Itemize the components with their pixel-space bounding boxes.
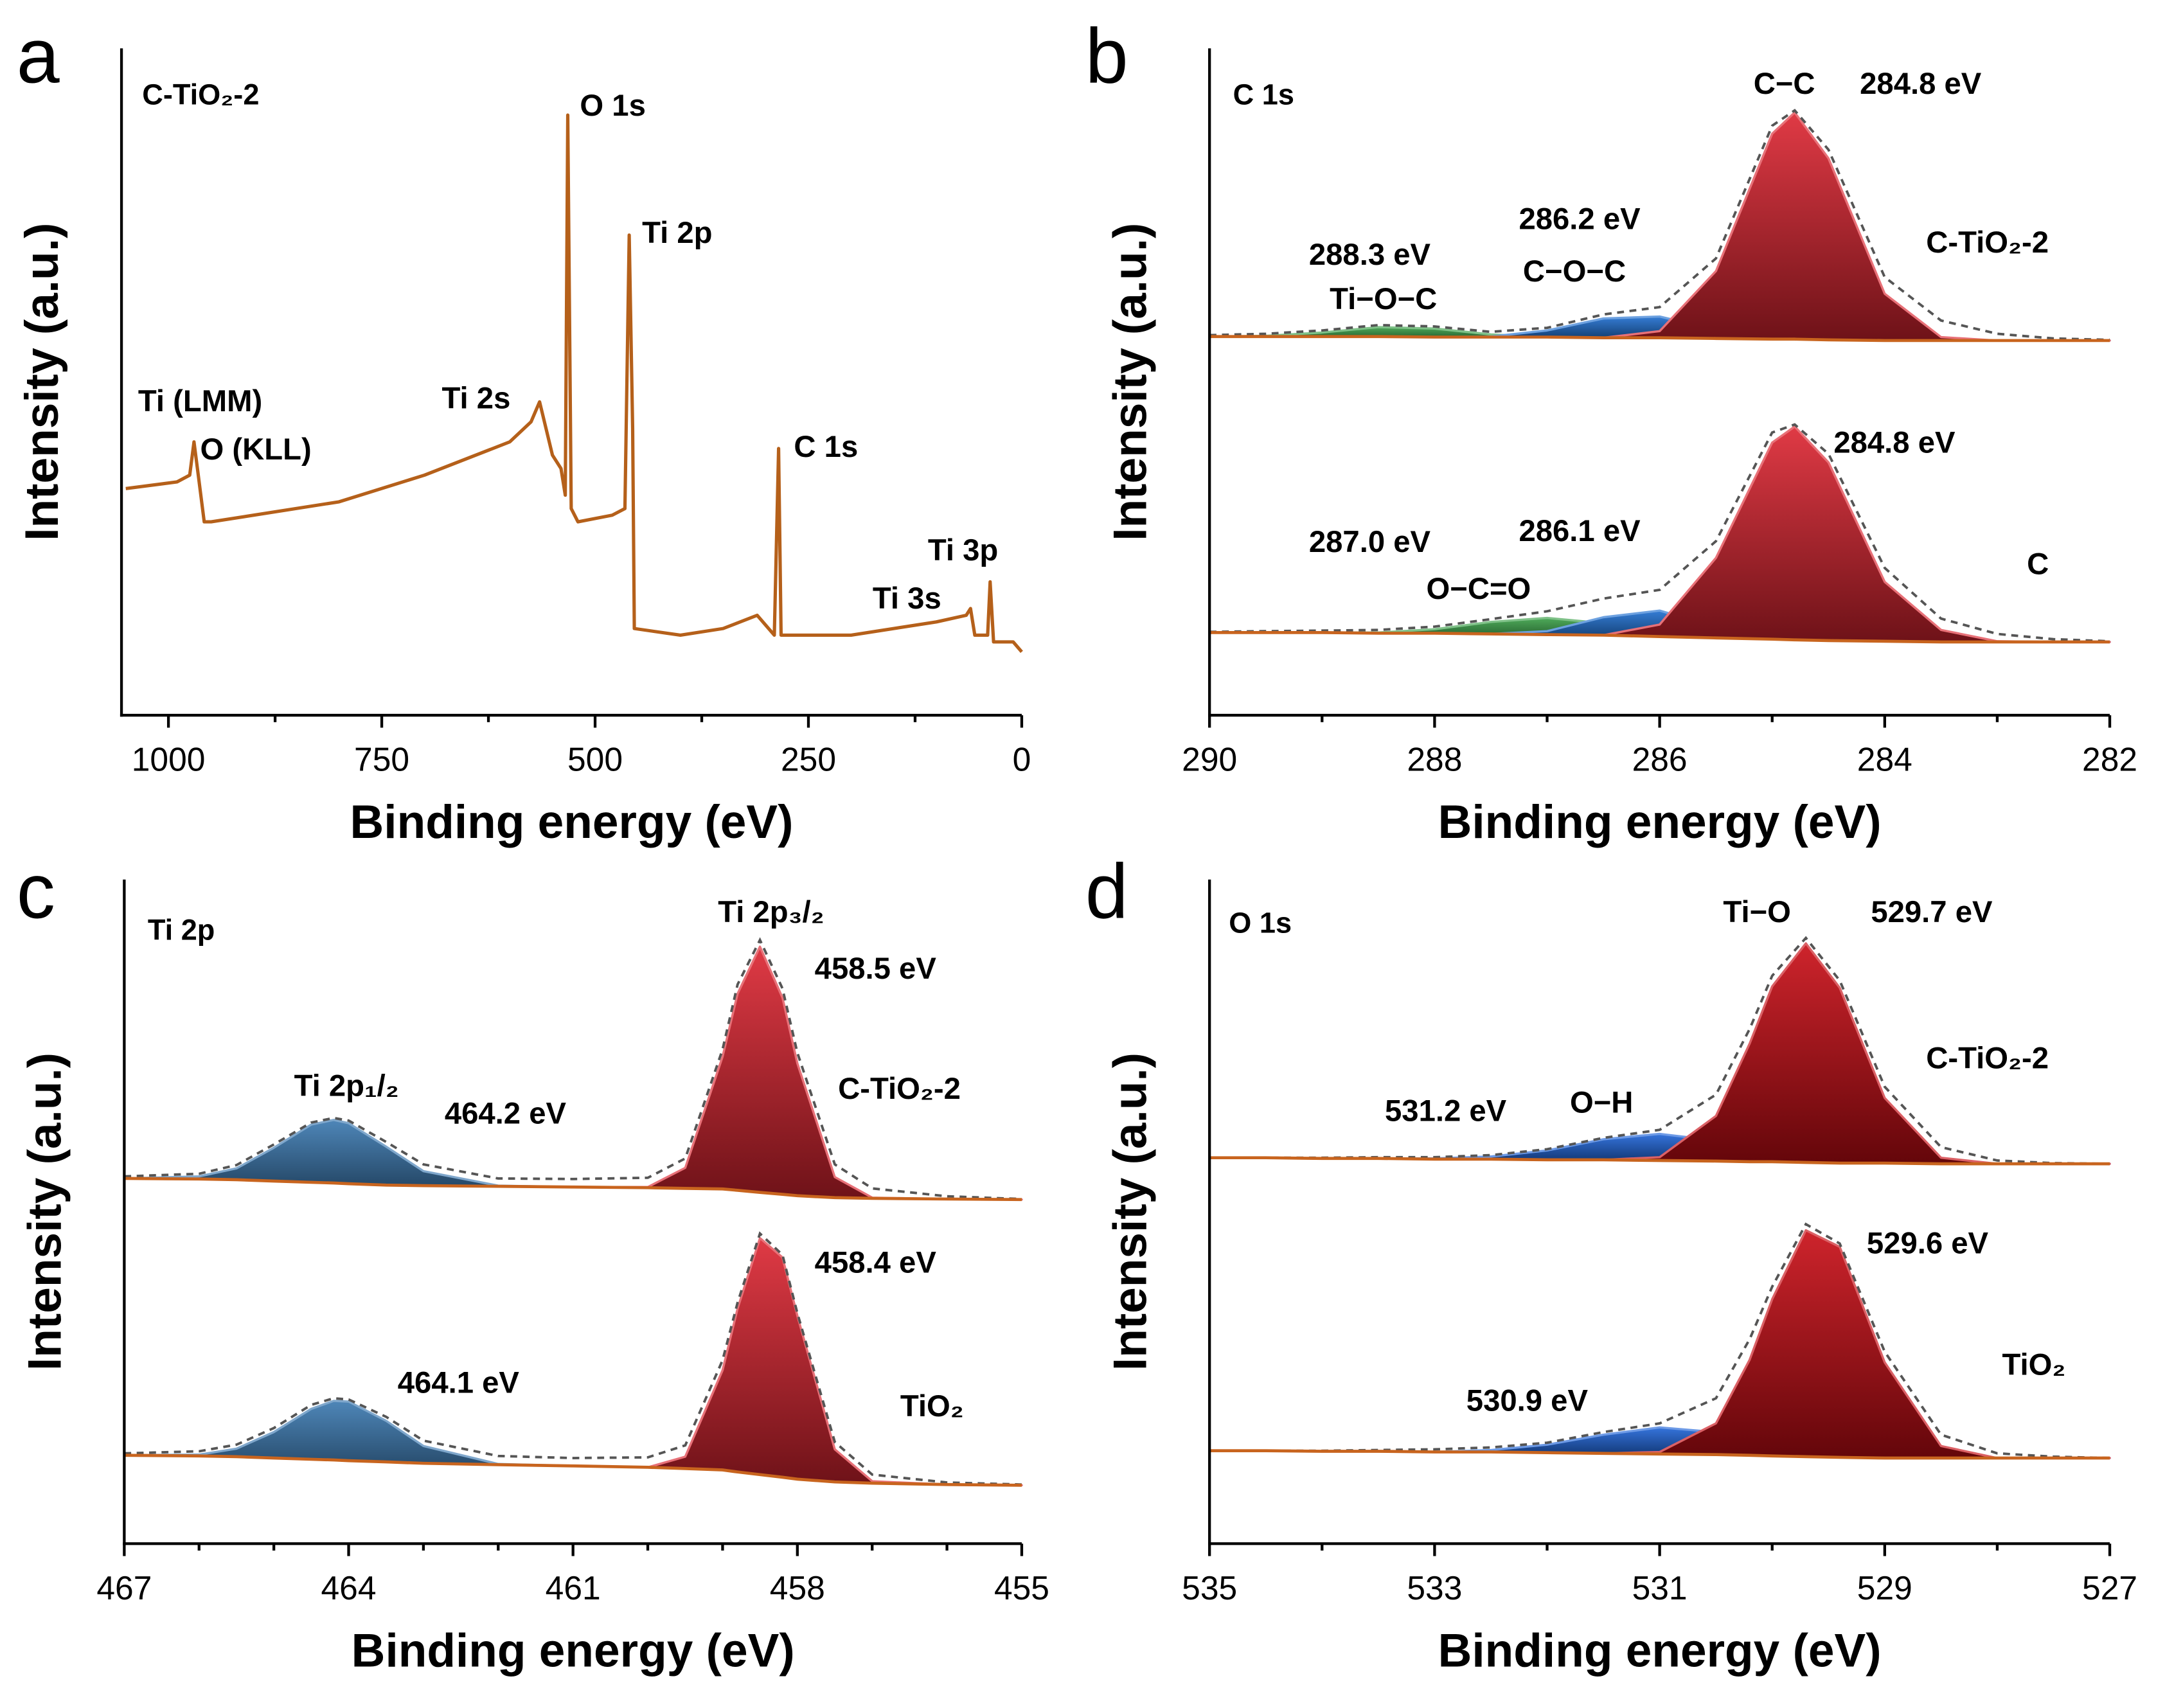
annotation: C-TiO₂-2	[1926, 1042, 2049, 1076]
x-tick-label: 533	[1407, 1569, 1462, 1606]
x-tick-label: 286	[1632, 741, 1688, 778]
x-axis-label: Binding energy (eV)	[352, 1624, 795, 1677]
panel-label: d	[1085, 848, 1128, 934]
annotation: C-TiO₂-2	[838, 1072, 961, 1106]
fit-envelope	[1209, 423, 2110, 643]
inset-label: Ti 2p	[148, 913, 215, 946]
fit-background	[1209, 1156, 2110, 1166]
annotation: Ti 3p	[928, 533, 998, 567]
x-tick-label: 500	[567, 741, 623, 778]
annotation: Ti−O	[1723, 895, 1790, 929]
y-axis-label: Intensity (a.u.)	[1104, 223, 1156, 541]
annotation: 529.7 eV	[1871, 895, 1993, 929]
fit-background	[124, 1177, 1022, 1202]
fit-envelope	[1209, 109, 2110, 341]
fit-envelope	[1209, 1222, 2110, 1459]
x-axis-label: Binding energy (eV)	[1438, 1624, 1882, 1677]
x-tick-label: 527	[2082, 1569, 2137, 1606]
fit-envelope	[124, 937, 1022, 1200]
fit-component	[123, 1400, 1023, 1487]
annotation: Ti−O−C	[1330, 282, 1437, 316]
panel-label: c	[17, 848, 55, 934]
annotation: C 1s	[794, 430, 858, 464]
inset-label: O 1s	[1229, 907, 1292, 939]
x-tick-label: 455	[994, 1569, 1049, 1606]
fit-background	[1209, 335, 2110, 342]
annotation: 286.2 eV	[1519, 202, 1641, 236]
annotation: Ti (LMM)	[138, 384, 262, 418]
x-tick-label: 250	[781, 741, 836, 778]
annotation: 531.2 eV	[1385, 1094, 1507, 1128]
annotation: C−C	[1754, 67, 1815, 101]
annotation: Ti 2p	[642, 216, 712, 250]
annotation: 458.5 eV	[815, 952, 937, 986]
annotation: 284.8 eV	[1833, 425, 1956, 459]
fit-background	[1209, 1449, 2110, 1460]
x-tick-label: 529	[1857, 1569, 1912, 1606]
annotation: 464.1 eV	[398, 1366, 520, 1400]
annotation: Ti 2p₁/₂	[294, 1069, 399, 1103]
y-axis-label: Intensity (a.u.)	[1104, 1053, 1156, 1371]
y-axis-label: Intensity (a.u.)	[16, 223, 68, 541]
annotation: 284.8 eV	[1860, 67, 1982, 101]
annotation: C-TiO₂-2	[1926, 226, 2049, 260]
x-tick-label: 282	[2082, 741, 2137, 778]
annotation: 529.6 eV	[1867, 1227, 1989, 1261]
annotation: O−C=O	[1427, 572, 1531, 606]
annotation: 458.4 eV	[815, 1246, 937, 1280]
annotation: 287.0 eV	[1309, 525, 1431, 559]
panel-label: b	[1085, 13, 1128, 100]
x-axis-label: Binding energy (eV)	[1438, 796, 1882, 848]
x-tick-label: 531	[1632, 1569, 1688, 1606]
inset-label: C-TiO₂-2	[142, 78, 259, 111]
annotation: TiO₂	[2002, 1348, 2065, 1382]
spectrum-line	[125, 113, 1023, 654]
fit-background	[124, 1454, 1022, 1487]
annotation: 464.2 eV	[445, 1097, 567, 1131]
annotation: O−H	[1570, 1085, 1633, 1119]
x-tick-label: 288	[1407, 741, 1462, 778]
x-tick-label: 1000	[132, 741, 206, 778]
annotation: Ti 2p₃/₂	[718, 895, 824, 929]
x-tick-label: 750	[354, 741, 409, 778]
fit-envelope	[124, 1231, 1022, 1486]
annotation: Ti 3s	[873, 582, 941, 616]
x-tick-label: 535	[1182, 1569, 1237, 1606]
x-axis-label: Binding energy (eV)	[350, 796, 794, 848]
annotation: 288.3 eV	[1309, 238, 1431, 272]
x-tick-label: 458	[770, 1569, 825, 1606]
x-tick-label: 284	[1857, 741, 1912, 778]
annotation: Ti 2s	[442, 382, 511, 416]
annotation: O (KLL)	[200, 432, 312, 467]
y-axis-label: Intensity (a.u.)	[19, 1053, 71, 1371]
inset-label: C 1s	[1233, 78, 1294, 111]
annotation: 530.9 eV	[1466, 1384, 1589, 1418]
annotation: C	[2027, 547, 2049, 582]
x-tick-label: 464	[321, 1569, 377, 1606]
fit-background	[1209, 631, 2110, 644]
x-tick-label: 467	[96, 1569, 152, 1606]
annotation: O 1s	[580, 89, 645, 123]
x-tick-label: 290	[1182, 741, 1237, 778]
x-tick-label: 461	[546, 1569, 601, 1606]
annotation: TiO₂	[900, 1389, 964, 1423]
annotation: 286.1 eV	[1519, 514, 1641, 548]
x-tick-label: 0	[1013, 741, 1031, 778]
annotation: C−O−C	[1523, 254, 1626, 289]
panel-label: a	[17, 13, 60, 100]
